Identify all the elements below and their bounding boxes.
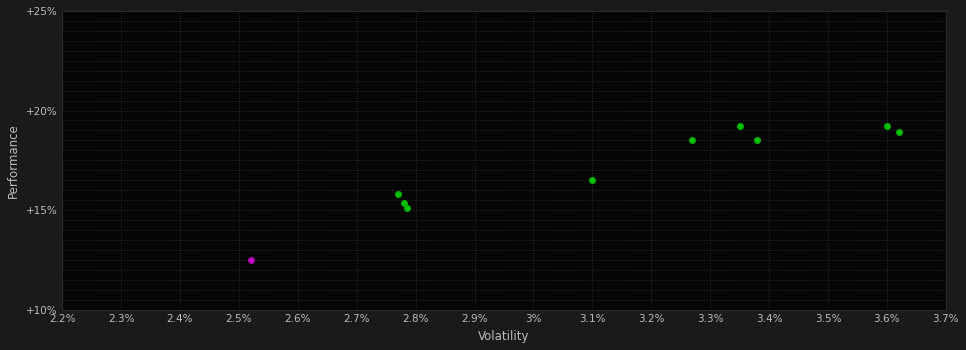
Point xyxy=(399,205,414,211)
Point xyxy=(732,124,748,129)
Y-axis label: Performance: Performance xyxy=(7,123,20,198)
X-axis label: Volatility: Volatility xyxy=(478,330,529,343)
Point xyxy=(891,130,906,135)
Point xyxy=(685,138,700,143)
Point xyxy=(396,200,412,206)
Point xyxy=(879,124,895,129)
Point xyxy=(750,138,765,143)
Point xyxy=(390,191,406,197)
Point xyxy=(584,177,600,183)
Point xyxy=(242,257,258,262)
